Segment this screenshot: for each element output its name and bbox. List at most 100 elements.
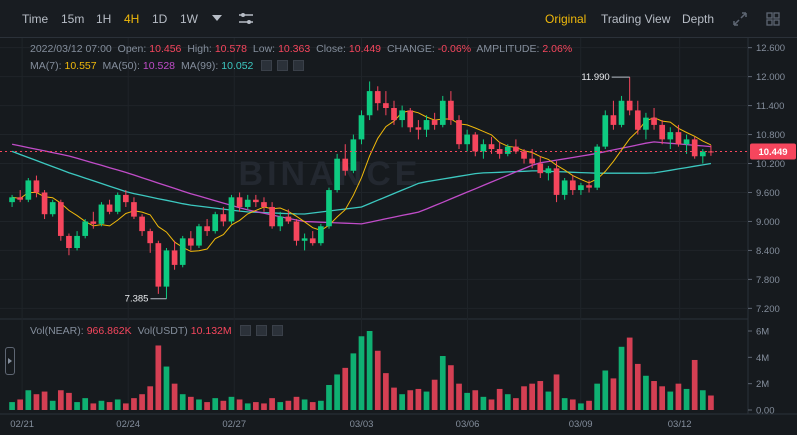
interval-4h[interactable]: 4H bbox=[124, 12, 140, 26]
candle-body bbox=[106, 204, 113, 212]
volume-bar bbox=[634, 363, 641, 410]
fullscreen-icon[interactable] bbox=[733, 12, 747, 26]
volume-bar bbox=[602, 370, 609, 410]
price-tick-label: 12.000 bbox=[756, 72, 785, 83]
volume-bar bbox=[253, 402, 259, 410]
candle-body bbox=[383, 103, 389, 108]
interval-1w[interactable]: 1W bbox=[180, 12, 198, 26]
candle-body bbox=[513, 146, 519, 152]
view-trading-view[interactable]: Trading View bbox=[601, 12, 671, 26]
interval-1h[interactable]: 1H bbox=[96, 12, 112, 26]
volume-bar bbox=[82, 398, 89, 410]
vol-settings-icon[interactable] bbox=[239, 325, 251, 336]
candle-body bbox=[594, 146, 601, 188]
volume-bar bbox=[456, 383, 462, 410]
volume-bar bbox=[220, 400, 227, 410]
view-original[interactable]: Original bbox=[545, 12, 587, 26]
vol-visibility-icon[interactable] bbox=[255, 325, 267, 336]
candle-body bbox=[448, 100, 454, 121]
ma-close-icon[interactable] bbox=[293, 60, 305, 71]
candle-body bbox=[212, 214, 219, 232]
candle-body bbox=[374, 91, 381, 104]
volume-bar bbox=[545, 391, 552, 410]
volume-bar bbox=[472, 390, 479, 410]
interval-15m[interactable]: 15m bbox=[61, 12, 85, 26]
volume-bar bbox=[269, 398, 275, 410]
last-price-badge bbox=[750, 143, 796, 160]
interval-time[interactable]: Time bbox=[22, 12, 49, 26]
low-value: 10.363 bbox=[278, 43, 311, 55]
toolbar: Time 15m 1H 4H 1D 1W Original Trading Vi… bbox=[0, 0, 797, 38]
candle-body bbox=[17, 197, 24, 200]
volume-bar bbox=[309, 402, 316, 410]
volume-bar bbox=[90, 403, 97, 410]
candle-body bbox=[90, 221, 97, 224]
volume-bar bbox=[326, 384, 332, 410]
candle-body bbox=[578, 185, 584, 191]
volume-bar bbox=[439, 356, 446, 410]
sidebar-toggle-handle[interactable] bbox=[5, 347, 15, 375]
price-tick-label: 8.400 bbox=[756, 246, 780, 257]
volume-bar bbox=[293, 396, 300, 410]
volume-bar bbox=[561, 398, 568, 410]
volume-bar bbox=[618, 346, 625, 410]
view-depth[interactable]: Depth bbox=[682, 12, 715, 26]
price-tick-label: 10.800 bbox=[756, 130, 785, 141]
candle-body bbox=[561, 180, 568, 195]
candle-body bbox=[334, 158, 340, 191]
close-value: 10.449 bbox=[348, 43, 382, 55]
candle-body bbox=[228, 197, 235, 222]
candle-body bbox=[269, 206, 275, 227]
candle-body bbox=[196, 226, 202, 246]
volume-bar bbox=[122, 403, 129, 410]
volume-bar bbox=[41, 391, 48, 410]
settings-sliders-icon[interactable] bbox=[238, 12, 254, 26]
price-chart[interactable]: 12.600 12.000 11.400 10.800 10.200 9.600 9.000… bbox=[0, 38, 797, 435]
candle-body bbox=[74, 235, 80, 248]
ma50-value: 10.528 bbox=[142, 60, 176, 72]
volume-tick-label: 4M bbox=[756, 353, 769, 364]
volume-bar bbox=[147, 386, 154, 410]
time-tick-label: 03/12 bbox=[668, 419, 692, 430]
time-tick-label: 02/27 bbox=[222, 419, 246, 430]
candle-body bbox=[261, 202, 267, 207]
volume-bar bbox=[261, 403, 267, 410]
candle-body bbox=[537, 163, 544, 174]
candle-body bbox=[220, 214, 227, 222]
candle-body bbox=[496, 149, 503, 154]
ma-visibility-icon[interactable] bbox=[277, 60, 289, 71]
candle-body bbox=[472, 134, 479, 152]
volume-bar bbox=[9, 402, 15, 410]
candle-body bbox=[25, 180, 32, 200]
candle-body bbox=[439, 100, 446, 125]
open-value: 10.456 bbox=[149, 43, 182, 55]
candle-body bbox=[504, 146, 511, 154]
candle-body bbox=[407, 110, 414, 128]
candle-body bbox=[41, 192, 48, 215]
interval-1d[interactable]: 1D bbox=[152, 12, 168, 26]
volume-bar bbox=[66, 392, 72, 410]
last-price-label: 10.449 bbox=[758, 147, 787, 158]
candle-body bbox=[147, 231, 154, 244]
volume-bar bbox=[529, 383, 535, 410]
time-tick-label: 02/24 bbox=[116, 419, 140, 430]
candle-body bbox=[171, 250, 178, 265]
ma-settings-icon[interactable] bbox=[261, 60, 273, 71]
dropdown-icon[interactable] bbox=[212, 15, 222, 23]
volume-bar bbox=[431, 379, 438, 410]
volume-bar bbox=[196, 399, 202, 410]
candle-body bbox=[204, 226, 210, 232]
volume-bar bbox=[651, 381, 657, 410]
candle-body bbox=[114, 194, 121, 212]
time-tick-label: 03/03 bbox=[350, 419, 374, 430]
volume-bar bbox=[49, 400, 56, 410]
candle-body bbox=[277, 216, 284, 227]
volume-bar bbox=[74, 402, 80, 410]
price-tick-label: 7.200 bbox=[756, 304, 780, 315]
candle-body bbox=[521, 151, 527, 159]
volume-bar bbox=[659, 386, 666, 410]
volume-bar bbox=[17, 399, 24, 410]
vol-close-icon[interactable] bbox=[271, 325, 283, 336]
candle-body bbox=[122, 194, 129, 203]
grid-layout-icon[interactable] bbox=[766, 12, 780, 26]
